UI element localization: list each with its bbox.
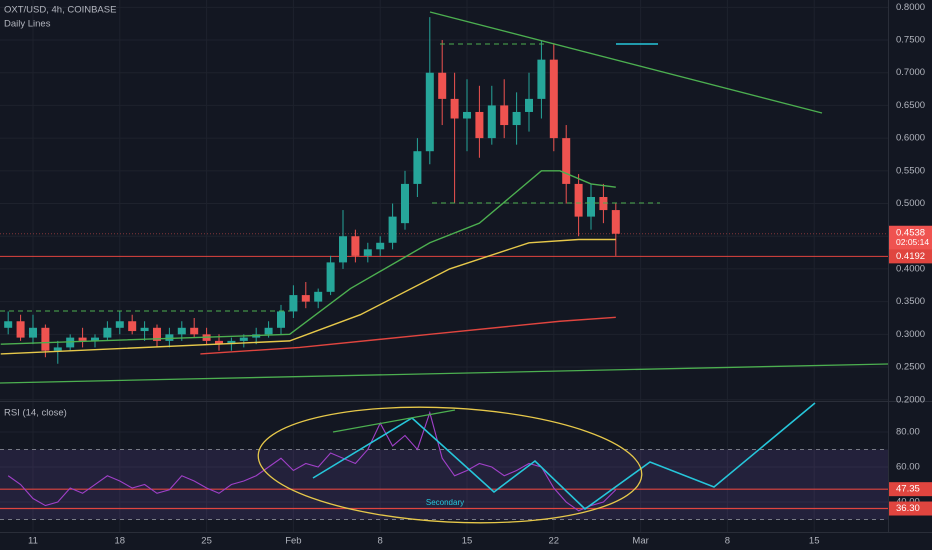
candle-body (214, 340, 223, 345)
candle-body (28, 327, 37, 338)
candle-body (574, 183, 583, 217)
candle-body (376, 242, 385, 250)
x-tick-label: 15 (462, 536, 473, 547)
candle-body (140, 327, 149, 332)
y-tick-label: 60.00 (896, 462, 920, 473)
candle-body (78, 337, 87, 341)
candle-body (128, 321, 137, 332)
candle-body (190, 327, 199, 335)
x-tick-label: 11 (28, 536, 38, 547)
candle-body (525, 98, 534, 112)
y-tick-label: 0.4000 (896, 263, 925, 274)
candle-body (177, 327, 186, 335)
candle-body (264, 327, 273, 335)
candle-body (463, 111, 472, 119)
candle-body (599, 196, 608, 211)
candle-body (90, 337, 99, 341)
candle-body (41, 327, 50, 351)
rsi-drawing (312, 402, 816, 511)
y-tick-label: 0.2500 (896, 362, 925, 373)
y-tick-label: 0.2000 (896, 394, 925, 405)
y-tick-label: 0.7500 (896, 35, 925, 46)
x-tick-label: 8 (725, 536, 730, 547)
price-tag-label: 36.30 (896, 503, 920, 514)
candle-body (227, 340, 236, 345)
trend-line (0, 363, 889, 384)
y-tick-label: 0.3500 (896, 296, 925, 307)
candle-body (537, 59, 546, 99)
candle-body (549, 59, 558, 139)
rsi-title: RSI (14, close) (4, 408, 67, 419)
candle-body (401, 183, 410, 224)
indicator-name: Daily Lines (4, 19, 51, 30)
daily-line (200, 316, 616, 355)
price-tag (889, 501, 932, 516)
annotation: Secondary (426, 498, 464, 507)
candle-body (363, 249, 372, 256)
axis: 11 18 25 Feb 8 15 22 Mar 8 15 0.2000 0.2500 0.3000 0.… (28, 2, 932, 547)
countdown-label: 02:05:14 (896, 237, 929, 247)
daily-line (0, 238, 616, 355)
candle-body (611, 210, 620, 234)
candle-body (512, 111, 521, 126)
candle-body (500, 105, 509, 126)
candle-body (66, 337, 75, 348)
candle-body (16, 321, 25, 338)
candle-body (4, 321, 13, 328)
candle-body (301, 295, 310, 302)
price-tag-label: 47.35 (896, 484, 920, 495)
candle-body (425, 72, 434, 152)
candle-body (587, 196, 596, 217)
candle-body (103, 327, 112, 338)
candle-body (276, 311, 285, 328)
candle-body (314, 291, 323, 302)
candle-body (562, 138, 571, 184)
trend-line (429, 11, 823, 114)
price-tag (889, 225, 932, 250)
plot (0, 17, 888, 521)
y-tick-label: 80.00 (896, 426, 920, 437)
x-tick-label: 8 (378, 536, 383, 547)
y-tick-label: 0.8000 (896, 2, 925, 13)
price-tag (889, 482, 932, 497)
candle-body (413, 151, 422, 184)
candle-body (487, 105, 496, 139)
y-tick-label: 0.5500 (896, 165, 925, 176)
price-tag-label: 0.4192 (896, 251, 925, 262)
candle-body (152, 327, 161, 341)
rsi-line (7, 410, 617, 512)
x-tick-label: Mar (632, 536, 648, 547)
daily-line (0, 170, 616, 345)
y-tick-label: 0.6000 (896, 133, 925, 144)
y-tick-label: 0.5000 (896, 198, 925, 209)
x-tick-label: Feb (285, 536, 301, 547)
candle-body (475, 111, 484, 139)
x-tick-label: 18 (114, 536, 125, 547)
candle-body (289, 295, 298, 312)
y-tick-label: 0.3000 (896, 329, 925, 340)
candle-body (53, 347, 62, 351)
x-tick-label: 22 (549, 536, 560, 547)
candle-body (165, 334, 174, 341)
candle-body (351, 236, 360, 256)
candle-body (338, 236, 347, 263)
price-tag-label: 0.4538 (896, 227, 925, 238)
candle-body (239, 337, 248, 341)
highlight-ellipse (257, 406, 643, 524)
chart-title: OXT/USD, 4h, COINBASE (4, 5, 116, 16)
y-tick-label: 0.7000 (896, 67, 925, 78)
candle-body (450, 98, 459, 119)
candle-body (388, 216, 397, 243)
candle-body (326, 262, 335, 292)
y-tick-label: 0.6500 (896, 100, 925, 111)
x-tick-label: 15 (809, 536, 820, 547)
divergence-line (332, 409, 456, 433)
x-tick-label: 25 (201, 536, 212, 547)
candle-body (115, 321, 124, 328)
candle-body (438, 72, 447, 99)
price-tag (889, 249, 932, 264)
